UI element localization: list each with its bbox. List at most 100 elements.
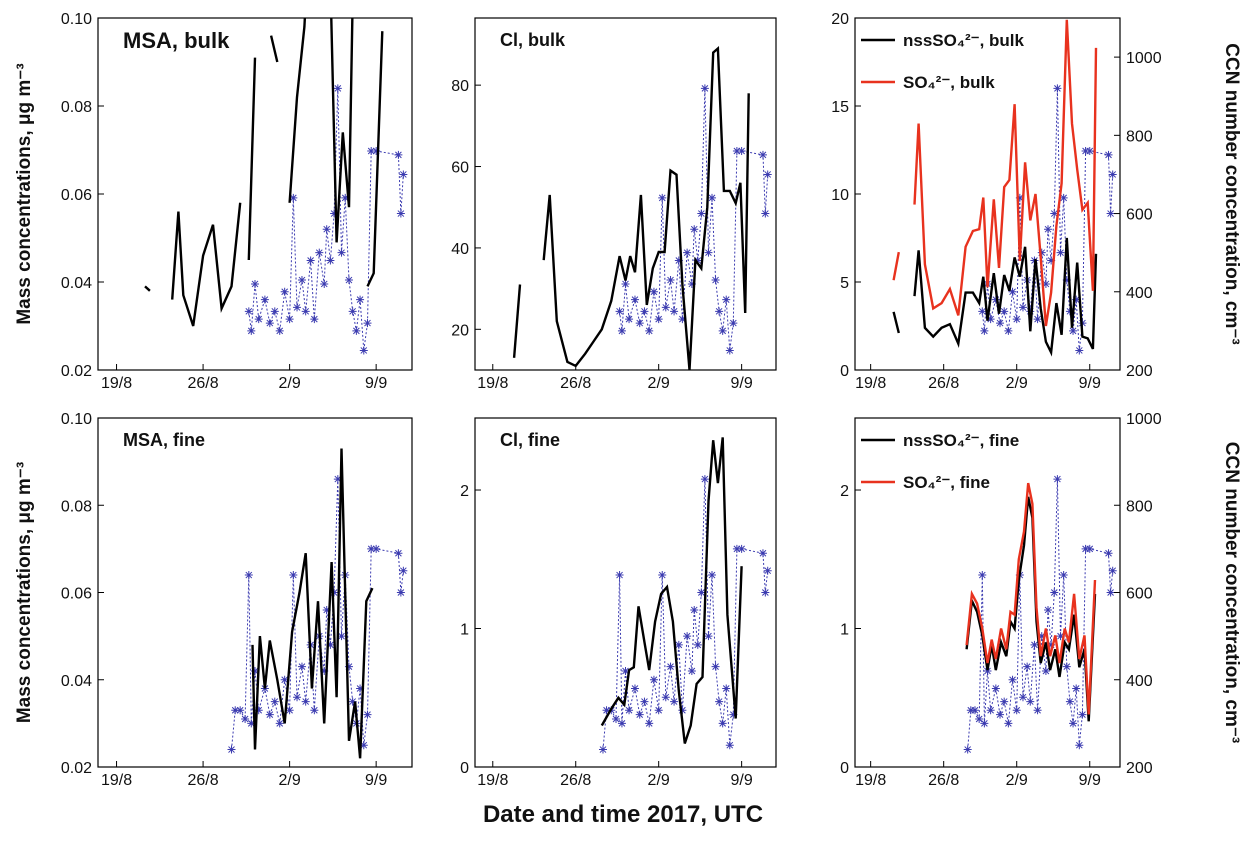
y2-axis-label: CCN number concentration, cm⁻³ [1221, 43, 1242, 344]
legend-label: SO₄²⁻, fine [903, 473, 990, 492]
ccn-marker [697, 588, 706, 597]
y-tick-label: 0.10 [61, 411, 92, 428]
ccn-marker [697, 209, 706, 218]
ccn-marker [301, 307, 310, 316]
ccn-marker [289, 571, 298, 580]
y-tick-label: 0.08 [61, 99, 92, 116]
ccn-marker [270, 697, 279, 706]
y-tick-label: 0.04 [61, 673, 92, 690]
y-tick-label: 0.08 [61, 498, 92, 515]
ccn-marker [670, 697, 679, 706]
ccn-marker [1069, 326, 1078, 335]
ccn-marker [980, 719, 989, 728]
plot-frame [474, 417, 777, 768]
y-tick-label: 0 [840, 760, 849, 777]
ccn-marker [280, 287, 289, 296]
y-tick-label: 80 [451, 78, 469, 95]
y-tick-label: 40 [451, 241, 469, 258]
ccn-marker [1023, 662, 1032, 671]
ccn-marker [1041, 279, 1050, 288]
ccn-marker [394, 150, 403, 159]
ccn-marker [1037, 248, 1046, 257]
y2-tick-label: 800 [1126, 128, 1153, 145]
ccn-marker [729, 710, 738, 719]
ccn-marker [602, 706, 611, 715]
ccn-marker [1047, 256, 1056, 265]
ccn-marker [678, 706, 687, 715]
ccn-marker [310, 315, 319, 324]
panel-title: MSA, bulk [123, 28, 230, 53]
ccn-marker [260, 295, 269, 304]
ccn-marker [725, 741, 734, 750]
ccn-marker [367, 544, 376, 553]
y2-tick-label: 1000 [1126, 50, 1162, 67]
ccn-marker [1026, 697, 1035, 706]
ccn-marker [394, 549, 403, 558]
series-line [251, 448, 374, 759]
ccn-marker [1050, 209, 1059, 218]
ccn-marker [1041, 667, 1050, 676]
ccn-marker [1106, 588, 1115, 597]
ccn-marker [1106, 209, 1115, 218]
ccn-marker [352, 326, 361, 335]
ccn-marker [1062, 276, 1071, 285]
panel-title: MSA, fine [123, 430, 205, 450]
series-line [512, 45, 750, 370]
ccn-marker [293, 693, 302, 702]
ccn-marker [320, 667, 329, 676]
ccn-marker [1044, 605, 1053, 614]
ccn-marker [718, 719, 727, 728]
ccn-marker [980, 326, 989, 335]
y-axis-label: Mass concentrations, μg m⁻³ [14, 63, 35, 324]
ccn-marker [251, 667, 259, 676]
x-tick-label: 2/9 [1006, 375, 1028, 392]
x-tick-label: 2/9 [648, 375, 670, 392]
ccn-marker [983, 667, 992, 676]
ccn-marker [640, 307, 649, 316]
ccn-marker [649, 675, 658, 684]
y-tick-label: 0.06 [61, 187, 92, 204]
ccn-marker [1085, 544, 1094, 553]
ccn-marker [1069, 719, 1078, 728]
ccn-marker [683, 632, 692, 641]
ccn-marker [704, 248, 713, 257]
ccn-marker [649, 287, 658, 296]
ccn-marker [615, 307, 624, 316]
x-tick-label: 9/9 [1079, 772, 1101, 789]
ccn-marker [711, 276, 720, 285]
ccn-marker [341, 193, 350, 202]
x-tick-label: 19/8 [477, 772, 508, 789]
x-tick-label: 2/9 [648, 772, 670, 789]
ccn-marker [645, 719, 654, 728]
ccn-marker [725, 346, 734, 355]
plot-area [512, 45, 772, 370]
ccn-marker [396, 209, 405, 218]
ccn-marker [306, 256, 315, 265]
ccn-marker [1004, 326, 1013, 335]
ccn-marker [635, 319, 644, 328]
x-tick-label: 9/9 [365, 375, 387, 392]
y2-tick-label: 1000 [1126, 411, 1162, 428]
x-tick-label: 19/8 [101, 375, 132, 392]
y2-axis-label: CCN number concentration, cm⁻³ [1221, 442, 1242, 743]
ccn-marker [1075, 741, 1084, 750]
x-tick-label: 19/8 [477, 375, 508, 392]
ccn-marker [356, 684, 365, 693]
ccn-marker [372, 146, 381, 155]
ccn-marker [986, 706, 995, 715]
y-tick-label: 0.06 [61, 586, 92, 603]
plot-area [144, 18, 408, 355]
y-tick-label: 1 [840, 622, 849, 639]
x-tick-label: 26/8 [560, 772, 591, 789]
ccn-marker [1104, 549, 1113, 558]
ccn-marker [732, 544, 741, 553]
ccn-marker [635, 710, 644, 719]
plot-area [227, 448, 408, 759]
y2-tick-label: 400 [1126, 673, 1153, 690]
ccn-marker [1056, 632, 1065, 641]
ccn-marker [758, 150, 767, 159]
ccn-marker [690, 605, 699, 614]
ccn-marker [996, 710, 1005, 719]
y-axis-label: Mass concentrations, μg m⁻³ [14, 462, 35, 723]
ccn-marker [625, 706, 634, 715]
